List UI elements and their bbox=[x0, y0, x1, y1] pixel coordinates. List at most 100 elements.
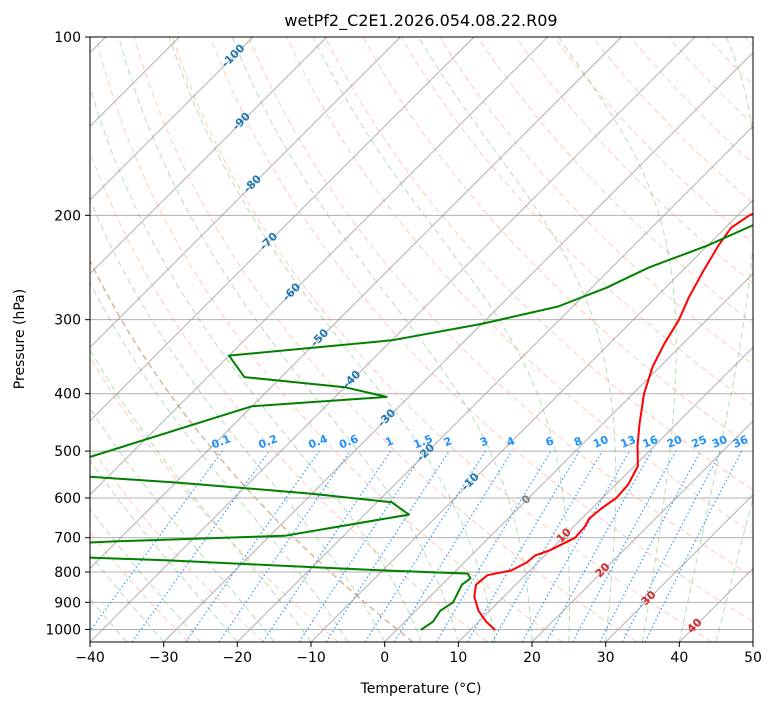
mixing-ratio-label: 6 bbox=[544, 434, 556, 449]
x-tick-label: 20 bbox=[523, 650, 541, 666]
chart-title: wetPf2_C2E1.2026.054.08.22.R09 bbox=[284, 11, 557, 31]
dry-adiabats bbox=[90, 37, 753, 642]
x-tick-label: −20 bbox=[223, 650, 253, 666]
x-axis-ticks: −40 −30 −20 −10 0 10 20 30 40 50 bbox=[75, 642, 762, 666]
y-tick-label: 600 bbox=[54, 491, 81, 507]
isotherm-line bbox=[90, 37, 548, 496]
moist-adiabat-line bbox=[118, 37, 459, 642]
y-axis-ticks: 100 200 300 400 500 600 700 800 900 1000 bbox=[45, 30, 90, 638]
moist-adiabat-line bbox=[558, 37, 677, 642]
isotherm-line bbox=[605, 494, 753, 642]
mixing-ratio-label: 0.2 bbox=[257, 432, 280, 451]
dry-adiabat-line bbox=[95, 37, 563, 642]
isotherm-line bbox=[458, 346, 753, 642]
x-tick-label: −40 bbox=[75, 650, 105, 666]
isotherm-label: 0 bbox=[519, 492, 534, 507]
y-tick-label: 300 bbox=[54, 313, 81, 329]
dry-adiabat-line bbox=[591, 37, 753, 204]
mixing-ratio-line bbox=[262, 450, 392, 642]
isotherm-line bbox=[163, 52, 753, 642]
dry-adiabat-line bbox=[400, 37, 753, 407]
mixing-ratio-label: 25 bbox=[690, 433, 709, 451]
x-tick-label: 40 bbox=[670, 650, 688, 666]
moist-adiabat-line bbox=[231, 37, 533, 642]
mixing-ratio-label: 13 bbox=[619, 433, 638, 451]
moist-adiabat-line bbox=[418, 37, 617, 642]
dry-adiabat-line bbox=[133, 37, 638, 642]
mixing-ratio-line bbox=[521, 450, 631, 642]
isotherm-label: 40 bbox=[685, 615, 705, 635]
x-tick-label: −30 bbox=[149, 650, 179, 666]
dry-adiabat-line bbox=[90, 531, 190, 642]
isotherm-line bbox=[90, 37, 327, 275]
mixing-ratio-label: 36 bbox=[731, 433, 750, 451]
dewpoint-profile-line bbox=[90, 224, 753, 631]
mixing-ratio-line bbox=[491, 450, 603, 642]
sounding-profiles bbox=[90, 212, 753, 631]
moist-adiabat-line bbox=[715, 497, 753, 642]
mixing-ratio-line bbox=[393, 450, 513, 642]
isotherm-label: -10 bbox=[459, 470, 482, 493]
dry-adiabat-line bbox=[324, 37, 753, 491]
isotherm-label: -70 bbox=[257, 230, 280, 253]
moist-adiabat-line bbox=[678, 37, 753, 642]
mixing-ratio-line bbox=[572, 450, 677, 642]
y-tick-label: 800 bbox=[54, 565, 81, 581]
mixing-ratio-label: 2 bbox=[442, 434, 454, 449]
isotherm-label: -90 bbox=[230, 110, 253, 133]
moist-adiabat-line bbox=[90, 407, 275, 642]
dry-adiabat-line bbox=[744, 37, 753, 47]
dry-adiabat-line bbox=[90, 259, 414, 642]
mixing-ratio-label: 20 bbox=[665, 433, 684, 451]
dry-adiabat-line bbox=[706, 37, 753, 86]
isotherm-line bbox=[752, 641, 753, 642]
isotherm-line bbox=[384, 273, 753, 642]
isotherm-line bbox=[310, 199, 753, 642]
dry-adiabat-line bbox=[90, 356, 339, 642]
dry-adiabat-line bbox=[248, 37, 753, 578]
isotherm-label: 20 bbox=[593, 560, 613, 580]
dry-adiabat-line bbox=[90, 150, 488, 642]
dry-adiabat-line bbox=[90, 445, 264, 642]
x-tick-label: 0 bbox=[380, 650, 389, 666]
dry-adiabat-line bbox=[171, 37, 712, 642]
dry-adiabat-line bbox=[668, 37, 753, 125]
mixing-ratio-label: 0.1 bbox=[210, 432, 233, 451]
y-tick-label: 1000 bbox=[45, 622, 81, 638]
moist-adiabats bbox=[90, 37, 753, 642]
mixing-ratio-label: 30 bbox=[710, 433, 729, 451]
isotherm-line bbox=[90, 37, 254, 201]
x-tick-label: 10 bbox=[449, 650, 467, 666]
isotherm-line bbox=[90, 37, 475, 422]
moist-adiabat-line bbox=[90, 198, 386, 642]
moist-adiabat-line bbox=[168, 37, 496, 642]
isotherm-line bbox=[679, 567, 753, 642]
mixing-ratio-label: 1 bbox=[383, 434, 395, 449]
mixing-ratio-line bbox=[185, 450, 320, 642]
dry-adiabat-line bbox=[553, 37, 753, 244]
mixing-ratio-line bbox=[545, 450, 653, 642]
isotherm-label: -60 bbox=[280, 280, 303, 303]
mixing-ratio-label: 8 bbox=[572, 434, 584, 449]
isotherm-label: -30 bbox=[375, 406, 398, 429]
moist-adiabat-line bbox=[90, 508, 201, 642]
mixing-ratio-line bbox=[435, 450, 552, 642]
mixing-ratio-line bbox=[131, 450, 270, 642]
mixing-ratio-label: 16 bbox=[641, 433, 660, 451]
x-tick-label: −10 bbox=[296, 650, 326, 666]
isotherm-label: 10 bbox=[554, 525, 574, 545]
dry-adiabat-line bbox=[515, 37, 753, 284]
isotherm-label: -80 bbox=[241, 172, 264, 195]
moist-adiabat-line bbox=[90, 85, 422, 642]
x-tick-label: 50 bbox=[744, 650, 762, 666]
y-tick-label: 900 bbox=[54, 595, 81, 611]
mixing-ratio-label: 3 bbox=[478, 434, 490, 449]
y-tick-label: 400 bbox=[54, 387, 81, 403]
y-tick-label: 200 bbox=[54, 208, 81, 224]
isotherm-line bbox=[90, 37, 401, 348]
isotherm-line bbox=[531, 420, 753, 642]
moist-adiabat-line bbox=[90, 459, 238, 642]
dry-adiabat-line bbox=[629, 37, 753, 165]
mixing-ratio-label: 10 bbox=[591, 433, 610, 451]
